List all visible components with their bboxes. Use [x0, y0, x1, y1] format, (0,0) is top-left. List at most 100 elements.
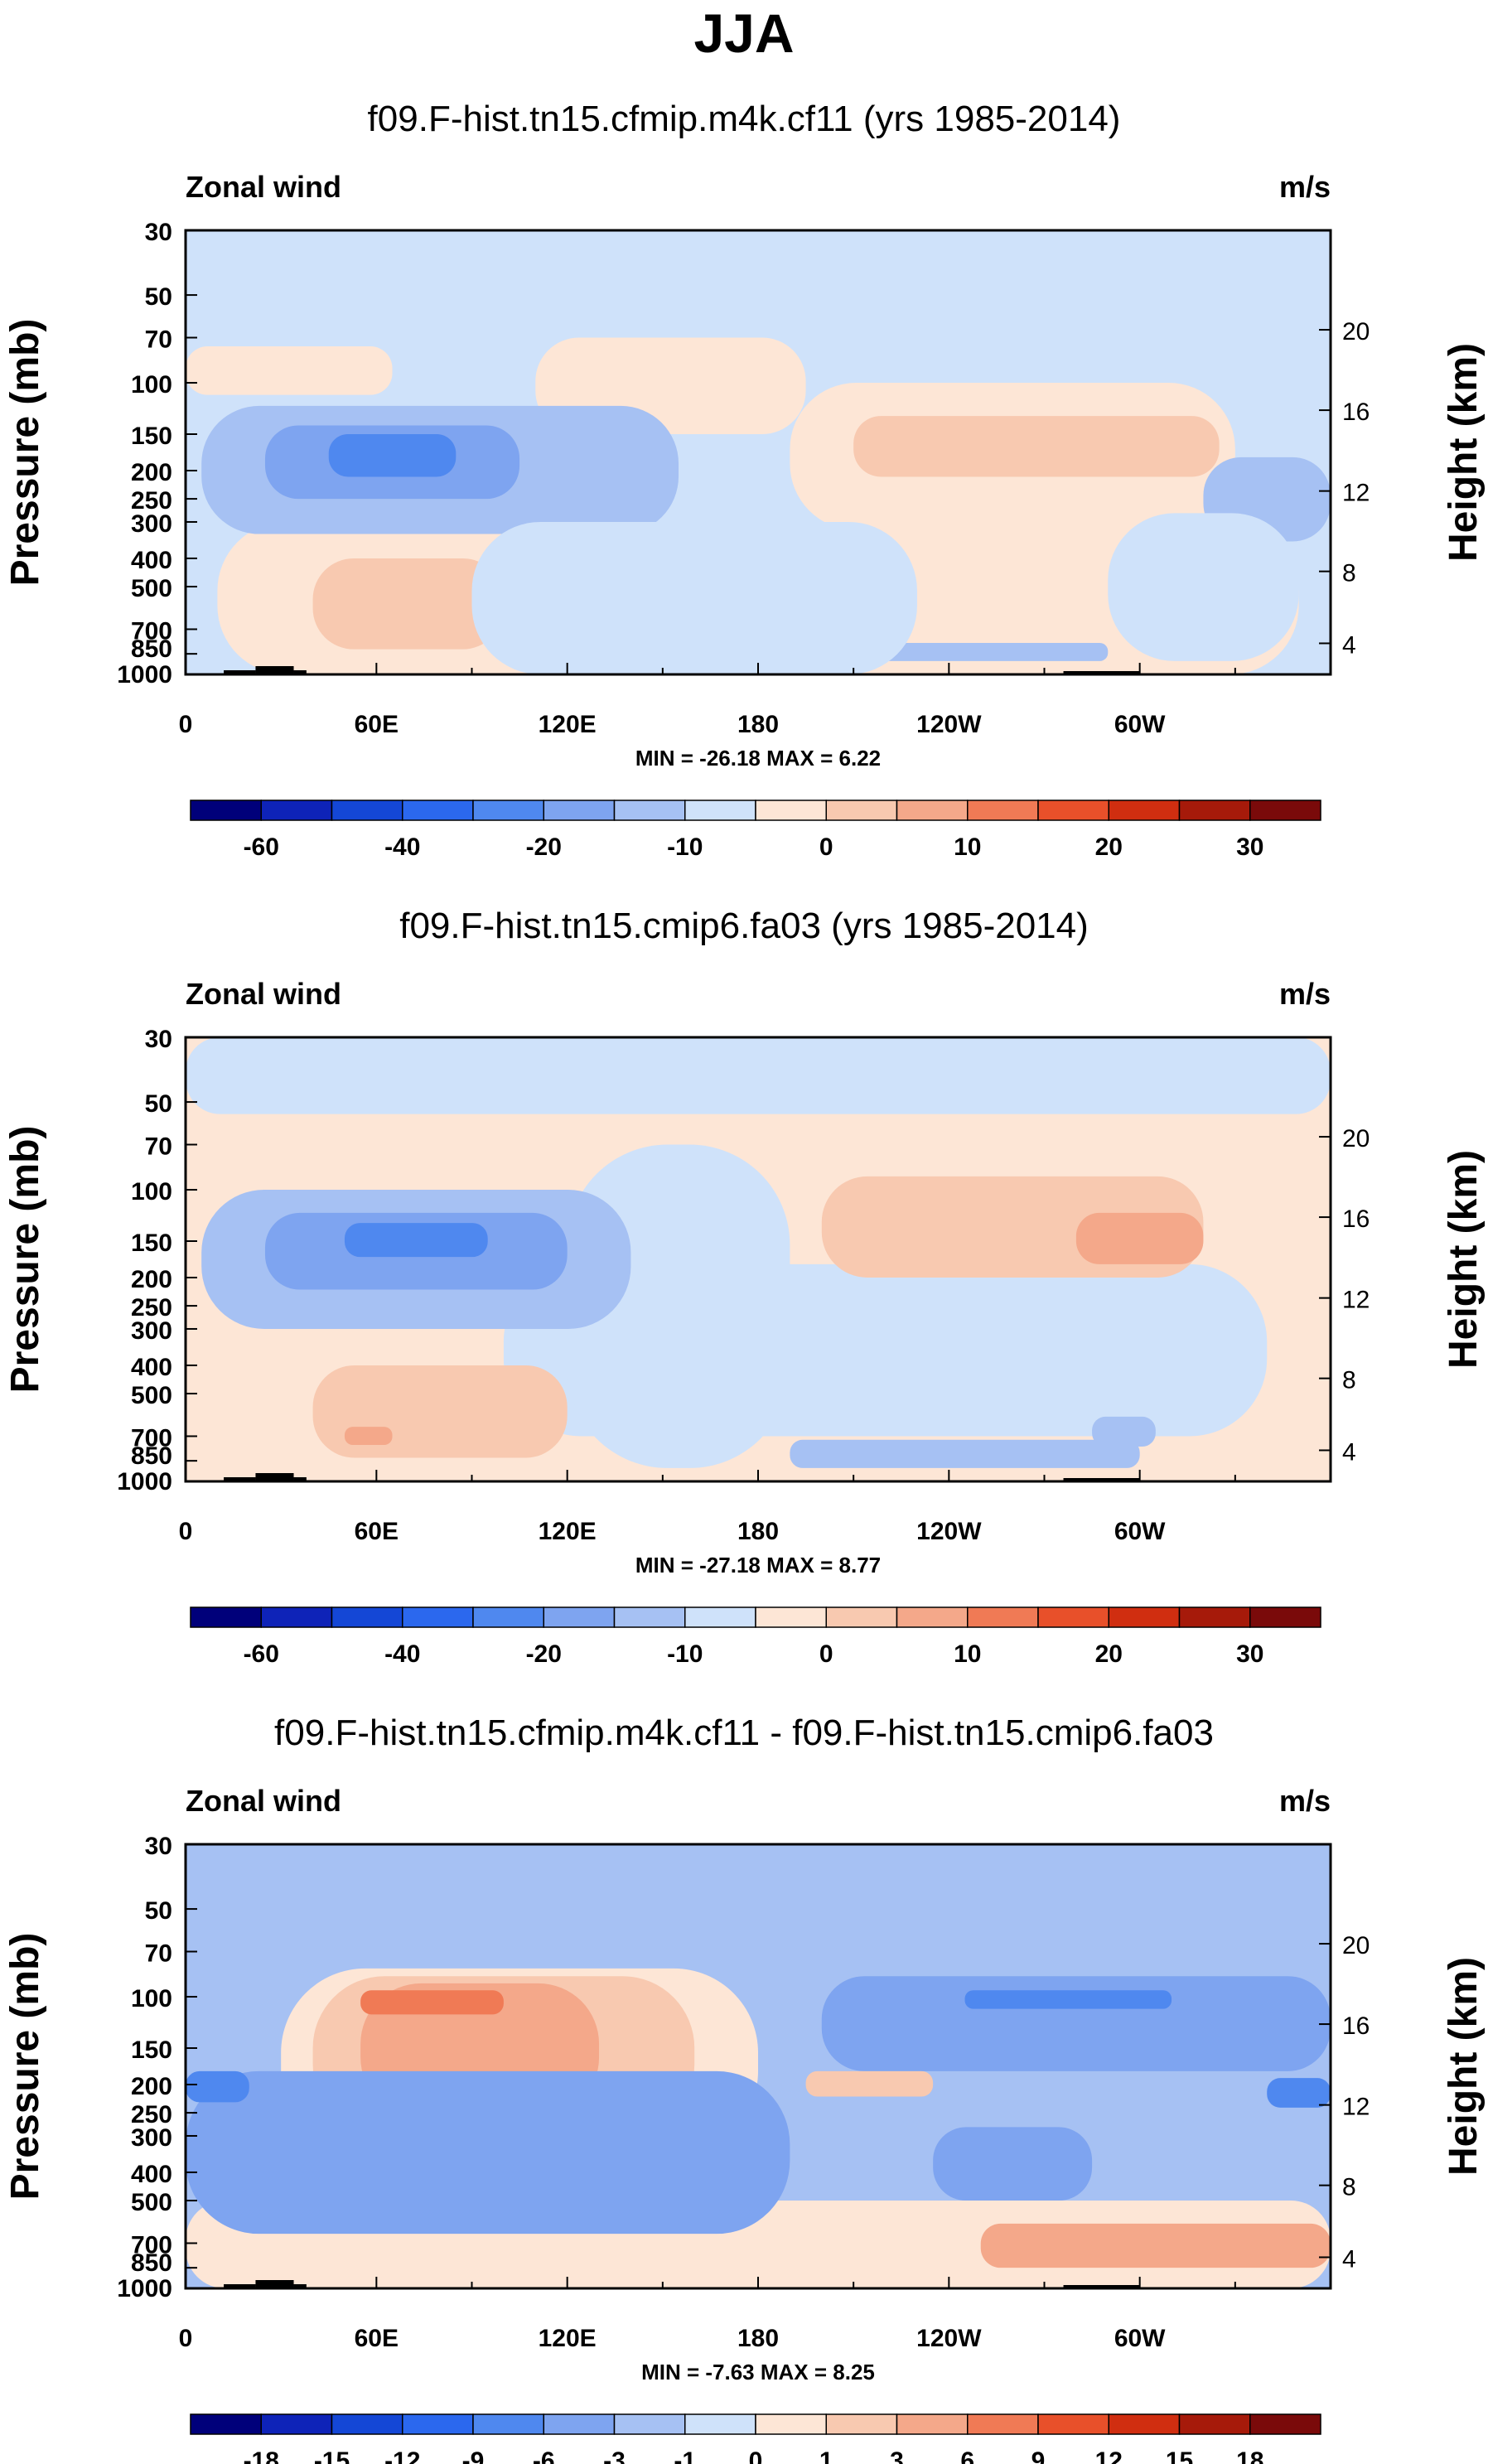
colorbar-swatch: [190, 1606, 262, 1628]
y2-tick-label: 8: [1342, 2174, 1356, 2201]
colorbar-swatch: [331, 1606, 403, 1628]
colorbar-label: -1: [674, 2447, 696, 2464]
min-max-stats: MIN = -27.18 MAX = 8.77: [635, 1553, 881, 1577]
topography-block: [293, 1477, 307, 1481]
colorbar-swatch: [684, 800, 756, 821]
y-tick-label: 30: [145, 1833, 172, 1860]
y2-axis-title: Height (km): [1442, 1150, 1486, 1369]
y-tick-label: 400: [131, 1354, 172, 1381]
colorbar-label: -60: [244, 1640, 279, 1668]
contour-region: [1075, 1212, 1204, 1264]
contour-region: [344, 1223, 488, 1258]
colorbar-swatch: [1037, 2413, 1109, 2435]
field: [186, 1037, 1331, 1481]
y-tick-label: 500: [131, 2189, 172, 2216]
colorbar-swatch: [613, 1606, 686, 1628]
contour-region: [471, 521, 917, 674]
colorbar-swatch: [967, 800, 1039, 821]
colorbar-label: -6: [533, 2447, 555, 2464]
y-tick-label: 150: [131, 423, 172, 450]
x-tick-label: 120W: [916, 711, 982, 738]
min-max-stats: MIN = -26.18 MAX = 6.22: [635, 746, 881, 771]
y-tick-label: 700: [131, 2231, 172, 2259]
colorbar-swatch: [684, 1606, 756, 1628]
colorbar-swatch: [543, 800, 616, 821]
colorbar-swatch: [472, 800, 544, 821]
y-tick-label: 700: [131, 1424, 172, 1452]
y2-tick-label: 16: [1342, 399, 1370, 426]
contour-region: [805, 2070, 934, 2097]
x-tick-label: 180: [737, 1518, 779, 1545]
colorbar-swatch: [825, 1606, 898, 1628]
colorbar-label: -12: [384, 2447, 420, 2464]
colorbar-label: 3: [890, 2447, 904, 2464]
contour-region: [933, 2127, 1093, 2201]
topography-block: [1063, 671, 1140, 674]
colorbar-swatch: [1249, 2413, 1321, 2435]
x-tick-label: 0: [179, 1518, 193, 1545]
y2-tick-label: 12: [1342, 480, 1370, 507]
colorbar-swatch: [896, 1606, 969, 1628]
panel-title: f09.F-hist.tn15.cfmip.m4k.cf11 - f09.F-h…: [274, 1713, 1214, 1753]
y-axis-title: Pressure (mb): [3, 1126, 47, 1394]
y2-tick-label: 8: [1342, 560, 1356, 587]
colorbar-swatch: [1249, 800, 1321, 821]
y2-tick-label: 16: [1342, 1205, 1370, 1233]
y2-tick-label: 4: [1342, 2245, 1356, 2273]
contour-region: [312, 558, 504, 650]
y-tick-label: 1000: [117, 661, 172, 688]
colorbar-swatch: [402, 1606, 474, 1628]
panel-title: f09.F-hist.tn15.cmip6.fa03 (yrs 1985-201…: [399, 906, 1089, 946]
colorbar-label: 10: [954, 833, 981, 861]
contour-region: [980, 2223, 1331, 2268]
y-tick-label: 50: [145, 1897, 172, 1925]
colorbar-label: -20: [526, 1640, 562, 1668]
colorbar-label: -10: [667, 1640, 703, 1668]
colorbar-swatch: [190, 800, 262, 821]
y2-tick-label: 20: [1342, 318, 1370, 345]
colorbar-swatch: [684, 2413, 756, 2435]
topography-block: [224, 670, 256, 674]
colorbar-label: -20: [526, 833, 562, 861]
colorbar-label: -15: [314, 2447, 350, 2464]
x-tick-label: 120W: [916, 2325, 982, 2352]
y-tick-label: 300: [131, 510, 172, 538]
y-tick-label: 70: [145, 326, 172, 354]
y-tick-label: 300: [131, 1317, 172, 1345]
panel-3: f09.F-hist.tn15.cfmip.m4k.cf11 - f09.F-h…: [3, 1713, 1486, 2464]
y2-tick-label: 12: [1342, 1287, 1370, 1314]
colorbar-swatch: [331, 800, 403, 821]
contour-region: [328, 434, 457, 477]
x-tick-label: 60E: [355, 711, 399, 738]
colorbar-swatch: [967, 1606, 1039, 1628]
colorbar-label: 20: [1095, 1640, 1123, 1668]
colorbar-swatch: [613, 2413, 686, 2435]
colorbar-swatch: [1178, 1606, 1251, 1628]
panel-1: f09.F-hist.tn15.cfmip.m4k.cf11 (yrs 1985…: [3, 99, 1486, 861]
colorbar-swatch: [1037, 1606, 1109, 1628]
units-label: m/s: [1279, 1784, 1331, 1818]
colorbar-label: -18: [244, 2447, 279, 2464]
colorbar-label: -60: [244, 833, 279, 861]
y-tick-label: 30: [145, 1026, 172, 1053]
y-tick-label: 700: [131, 617, 172, 645]
topography-block: [224, 1477, 256, 1481]
colorbar-swatch: [755, 2413, 827, 2435]
y2-axis-title: Height (km): [1442, 1957, 1486, 2176]
colorbar-label: 0: [819, 833, 833, 861]
colorbar-swatch: [190, 2413, 262, 2435]
y-tick-label: 70: [145, 1940, 172, 1968]
contour-region: [790, 1439, 1140, 1468]
colorbar-swatch: [260, 2413, 333, 2435]
contour-region: [821, 1976, 1331, 2071]
contour-region: [853, 416, 1220, 477]
colorbar-swatch: [825, 800, 898, 821]
colorbar-swatch: [1037, 800, 1109, 821]
y2-tick-label: 8: [1342, 1367, 1356, 1394]
field: [186, 230, 1331, 674]
x-tick-label: 60E: [355, 2325, 399, 2352]
x-tick-label: 60W: [1114, 711, 1166, 738]
x-tick-label: 120W: [916, 1518, 982, 1545]
x-tick-label: 180: [737, 2325, 779, 2352]
colorbar-swatch: [260, 800, 333, 821]
